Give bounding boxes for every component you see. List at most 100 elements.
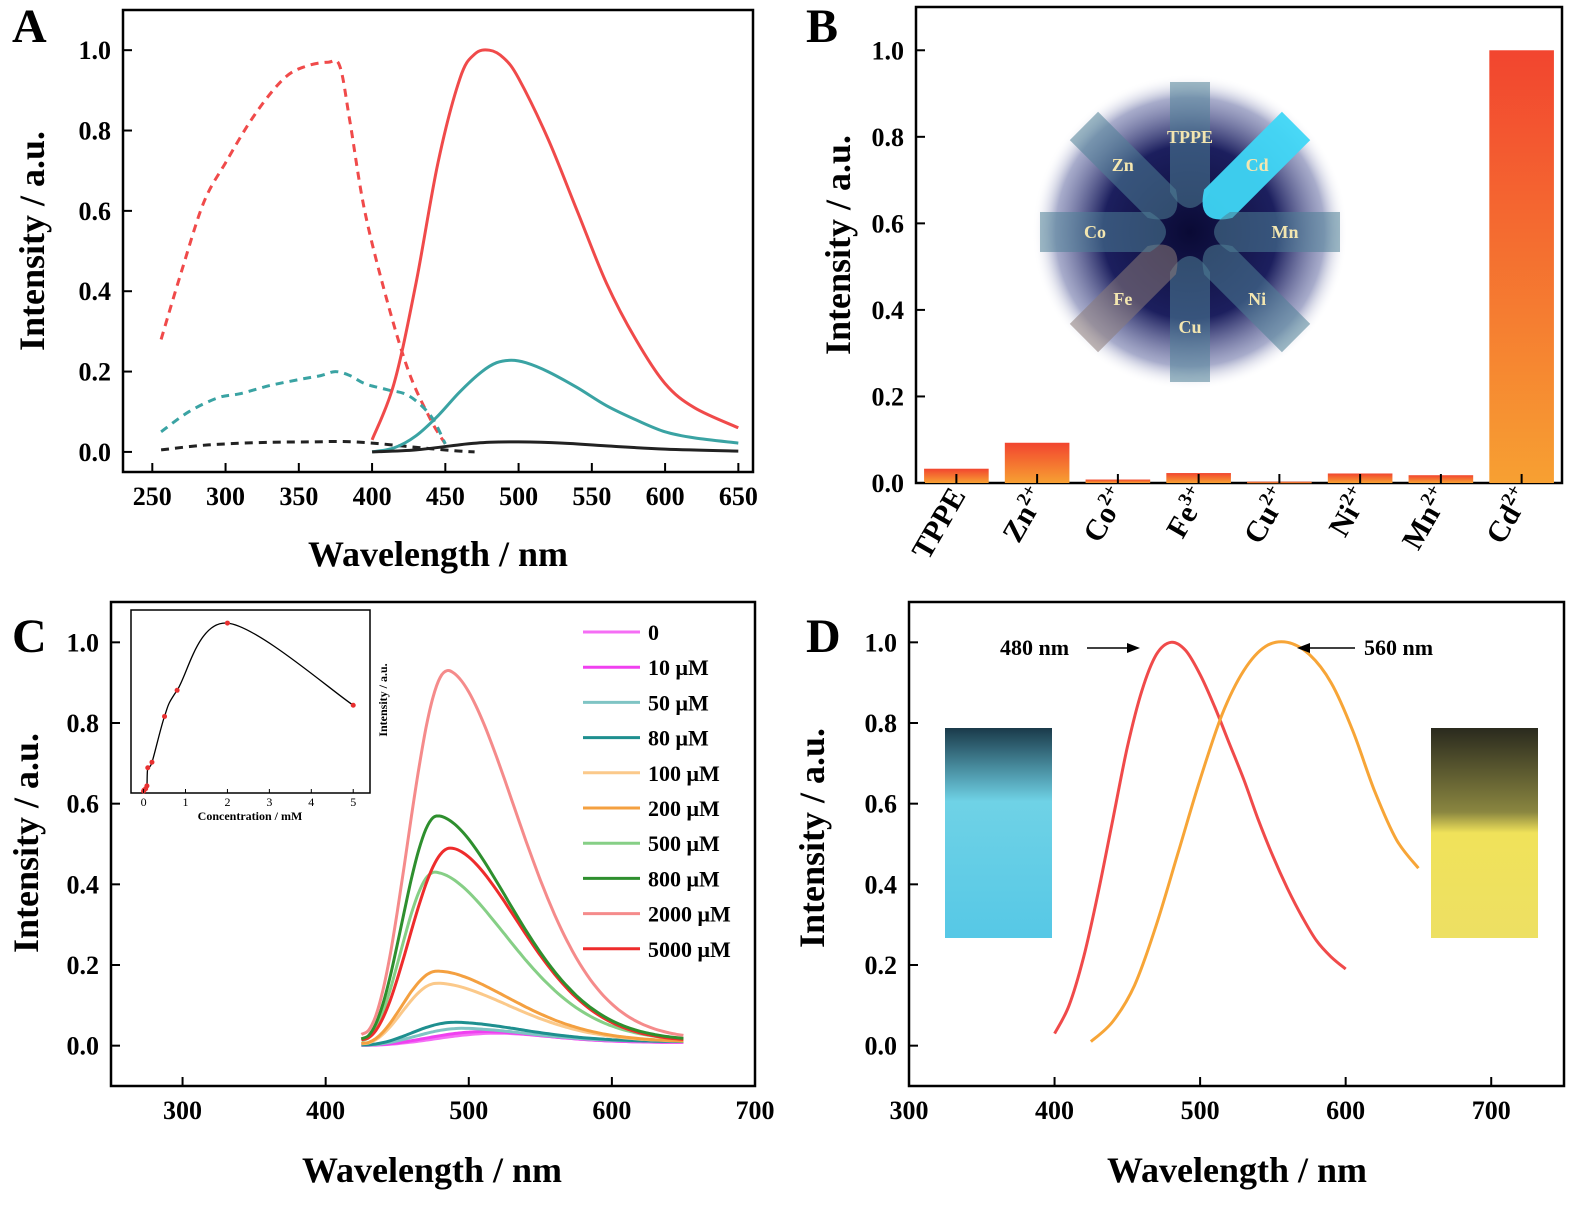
- panel-c-xtick-label: 300: [163, 1096, 202, 1125]
- annotation-560nm-arrowhead: [1297, 643, 1310, 653]
- inset-point: [144, 783, 150, 789]
- panel-c-ylabel: Intensity / a.u.: [6, 733, 46, 953]
- panel-c-series-line: [360, 870, 684, 1042]
- yellow-vial-photo: [1431, 728, 1538, 938]
- vial-cd: [1202, 111, 1311, 220]
- panel-b-xtick-label: Co2+: [1075, 481, 1134, 548]
- panel-a-solid-series-line: [372, 440, 739, 454]
- panel-b-vial-photo: TPPE Cd Mn Ni Cu Fe Co Zn: [1032, 74, 1348, 390]
- panel-a-xtick-label: 600: [646, 482, 685, 511]
- panel-c-xtick-label: 500: [449, 1096, 488, 1125]
- legend-label: 100 μM: [648, 761, 720, 786]
- panel-c-xtick-label: 600: [592, 1096, 631, 1125]
- vial-mn: [1214, 212, 1340, 252]
- panel-a-ytick-label: 0.4: [79, 277, 112, 306]
- panel-d-xtick-label: 700: [1472, 1096, 1511, 1125]
- panel-a-ytick-label: 0.0: [79, 438, 112, 467]
- panel-a-ytick-label: 1.0: [79, 36, 112, 65]
- panel-c-ytick-label: 1.0: [67, 628, 100, 657]
- blue-vial-photo: [945, 728, 1052, 938]
- panel-b-xtick-label: Fe3+: [1158, 481, 1214, 544]
- panel-a-xtick-label: 500: [499, 482, 538, 511]
- panel-label-b: B: [806, 0, 838, 53]
- panel-label-c: C: [12, 610, 47, 663]
- panel-a-ytick-label: 0.8: [79, 117, 112, 146]
- panel-d-plot: 300 400 500 600 700 0.0 0.2 0.4 0.6 0.8 1.0 480 nm…: [792, 600, 1566, 1190]
- panel-c-xlabel: Wavelength / nm: [302, 1150, 562, 1190]
- panel-a-xtick-label: 450: [426, 482, 465, 511]
- panel-a-dashed-series-line: [160, 439, 475, 454]
- vial-body-mn: [1214, 212, 1340, 252]
- panel-b-xtick-label: Cu2+: [1236, 481, 1296, 549]
- inset-point: [162, 713, 168, 719]
- vial-fe: [1069, 244, 1178, 353]
- vial-body-co: [1040, 212, 1166, 252]
- vial-label-zn: Zn: [1112, 155, 1134, 175]
- panel-b-ytick-label: 0.6: [872, 209, 905, 238]
- panel-d-ytick-label: 0.8: [865, 709, 898, 738]
- panel-b-ytick-label: 0.8: [872, 123, 905, 152]
- panel-d-ytick-label: 1.0: [865, 628, 898, 657]
- vial-label-mn: Mn: [1272, 222, 1299, 242]
- annotation-560nm-label: 560 nm: [1364, 635, 1433, 660]
- legend-label: 50 μM: [648, 690, 709, 715]
- panel-a-ylabel: Intensity / a.u.: [12, 131, 52, 351]
- inset-xlabel: Concentration / mM: [198, 809, 303, 823]
- panel-d-series-line: [1089, 640, 1420, 1043]
- panel-d-ytick-label: 0.6: [865, 790, 898, 819]
- inset-point: [145, 765, 151, 771]
- panel-c-xtick-label: 400: [306, 1096, 345, 1125]
- panel-c-legend: 0 10 μM 50 μM 80 μM 100 μM 200 μM 500 μM 800 μM…: [583, 620, 731, 962]
- legend-label: 80 μM: [648, 726, 709, 751]
- panel-b-plot: 0.0 0.2 0.4 0.6 0.8 1.0 TPPE Zn2+ Co2+ Fe3+ Cu2+ Ni…: [818, 5, 1564, 565]
- inset-point: [174, 687, 180, 693]
- panel-a-axes: 250 300 350 400 450 500 550 600 650 0.0 0.2 0.4 0.6 0…: [79, 36, 758, 511]
- panel-a-frame: [121, 8, 755, 474]
- vial-label-ni: Ni: [1248, 289, 1266, 309]
- panel-b-xtick-label: Cd2+: [1478, 481, 1538, 549]
- vial-body-tppe: [1170, 82, 1210, 208]
- vial-label-cd: Cd: [1246, 155, 1269, 175]
- panel-c-series-line: [361, 846, 684, 1042]
- vial-label-co: Co: [1084, 222, 1106, 242]
- panel-b-xtick-label: Zn2+: [994, 481, 1053, 548]
- inset-point: [350, 702, 356, 708]
- vial-label-fe: Fe: [1113, 289, 1132, 309]
- panel-b-xtick-label: TPPE: [906, 482, 973, 565]
- legend-label: 10 μM: [648, 655, 709, 680]
- panel-a-xtick-label: 350: [279, 482, 318, 511]
- vial-label-cu: Cu: [1178, 317, 1201, 337]
- panel-c-xtick-label: 700: [736, 1096, 775, 1125]
- panel-d-xtick-label: 600: [1326, 1096, 1365, 1125]
- inset-xtick-label: 1: [183, 795, 189, 809]
- panel-a-xtick-label: 550: [572, 482, 611, 511]
- panel-a-plot: 250 300 350 400 450 500 550 600 650 0.0 0.2 0.4 0.6 0…: [12, 8, 758, 574]
- panel-b-ytick-label: 1.0: [872, 36, 905, 65]
- panel-d-xlabel: Wavelength / nm: [1107, 1150, 1367, 1190]
- panel-c-series-line: [360, 668, 684, 1037]
- panel-a-xtick-label: 400: [353, 482, 392, 511]
- panel-a-xlabel: Wavelength / nm: [308, 534, 568, 574]
- legend-label: 200 μM: [648, 796, 720, 821]
- inset-ylabel: Intensity / a.u.: [376, 663, 390, 736]
- panel-d-xtick-label: 500: [1181, 1096, 1220, 1125]
- panel-b-xtick-label: Ni2+: [1321, 481, 1376, 542]
- panel-b-ytick-label: 0.4: [872, 296, 905, 325]
- panel-c-ytick-label: 0.4: [67, 870, 100, 899]
- panel-a-dashed-series-line: [160, 370, 447, 445]
- inset-frame: [130, 609, 371, 794]
- vial-body-cd: [1202, 111, 1311, 220]
- panel-b-frame: [914, 5, 1564, 485]
- inset-xtick-label: 2: [224, 795, 230, 809]
- panel-d-series: [1053, 640, 1420, 1043]
- vial-body-cu: [1170, 256, 1210, 382]
- panel-a-ytick-label: 0.6: [79, 197, 112, 226]
- inset-point: [224, 620, 230, 626]
- inset-plot: 0 1 2 3 4 5: [141, 620, 356, 809]
- panel-d-ytick-label: 0.0: [865, 1032, 898, 1061]
- annotation-480nm-arrowhead: [1127, 643, 1140, 653]
- vial-co: [1040, 212, 1166, 252]
- panel-c-inset-chart: 0 1 2 3 4 5 Concentration / mM Intensity / a.…: [130, 609, 390, 823]
- inset-xtick-label: 5: [350, 795, 356, 809]
